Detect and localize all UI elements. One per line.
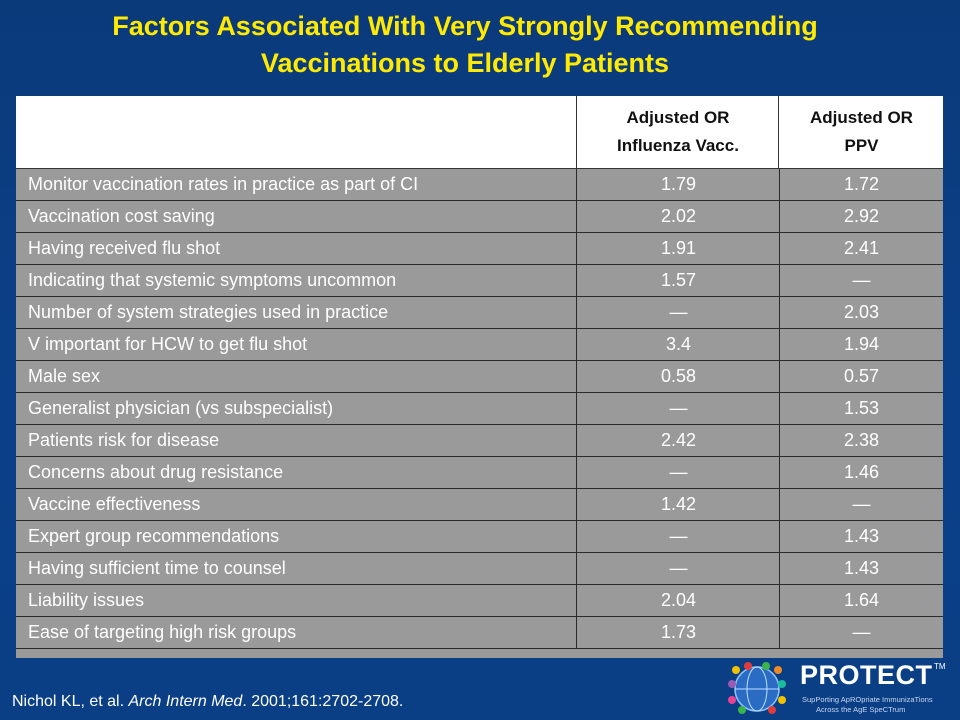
table-row: Male sex 0.58 0.57: [16, 361, 943, 393]
header-ppv-line-1: Adjusted OR: [810, 108, 913, 127]
ppv-or-cell: 2.03: [843, 302, 880, 322]
logo-tagline-2: Across the AgE SpeCTrum: [816, 705, 906, 714]
factor-cell: Having received flu shot: [16, 233, 577, 264]
table-row: V important for HCW to get flu shot 3.4 1.…: [16, 329, 943, 361]
citation-journal: Arch Intern Med: [128, 693, 243, 710]
table-row: Indicating that systemic symptoms uncomm…: [16, 265, 943, 297]
ppv-or-cell: 0.57: [843, 366, 880, 386]
ppv-or-cell: 2.92: [843, 206, 880, 226]
ppv-or-cell: 1.94: [843, 334, 880, 354]
logo-trademark: TM: [934, 662, 946, 671]
ppv-or-cell: —: [852, 270, 871, 290]
ppv-or-cell: 2.38: [843, 430, 880, 450]
table-row: Monitor vaccination rates in practice as…: [16, 169, 943, 201]
influenza-or-cell: —: [578, 521, 780, 552]
ppv-or-cell: 1.64: [843, 590, 880, 610]
factor-cell: V important for HCW to get flu shot: [16, 329, 577, 360]
header-cell-influenza: Adjusted OR Influenza Vacc.: [578, 96, 779, 168]
factor-cell: Indicating that systemic symptoms uncomm…: [16, 265, 577, 296]
title-line-1: Factors Associated With Very Strongly Re…: [112, 11, 818, 41]
influenza-or-cell: 1.79: [578, 169, 780, 200]
citation-details: . 2001;161:2702-2708.: [242, 693, 404, 710]
logo-name: PROTECT: [800, 660, 933, 690]
ppv-or-cell: 1.53: [843, 398, 880, 418]
factor-cell: Concerns about drug resistance: [16, 457, 577, 488]
table-row: Vaccination cost saving 2.02 2.92: [16, 201, 943, 233]
factor-cell: Having sufficient time to counsel: [16, 553, 577, 584]
influenza-or-cell: —: [578, 553, 780, 584]
factor-cell: Ease of targeting high risk groups: [16, 617, 577, 648]
data-table: Adjusted OR Influenza Vacc. Adjusted OR …: [16, 96, 943, 658]
factor-cell: Male sex: [16, 361, 577, 392]
ppv-or-cell: 2.41: [843, 238, 880, 258]
citation: Nichol KL, et al. Arch Intern Med. 2001;…: [12, 693, 403, 711]
ppv-or-cell: —: [852, 494, 871, 514]
influenza-or-cell: 3.4: [578, 329, 780, 360]
logo-tagline-1: SupPorting ApROpriate ImmunizaTions: [802, 695, 933, 704]
influenza-or-cell: 2.42: [578, 425, 780, 456]
citation-authors: Nichol KL, et al.: [12, 693, 129, 710]
table-row: Having received flu shot 1.91 2.41: [16, 233, 943, 265]
header-cell-ppv: Adjusted OR PPV: [780, 96, 943, 168]
ppv-or-cell: 1.72: [843, 174, 880, 194]
table-row: Liability issues 2.04 1.64: [16, 585, 943, 617]
protect-logo: PROTECT TM SupPorting ApROpriate Immuniz…: [722, 660, 952, 718]
factor-cell: Vaccination cost saving: [16, 201, 577, 232]
table-row: Number of system strategies used in prac…: [16, 297, 943, 329]
table-row: Vaccine effectiveness 1.42 —: [16, 489, 943, 521]
header-ppv-line-2: PPV: [844, 136, 879, 155]
table-row: Patients risk for disease 2.42 2.38: [16, 425, 943, 457]
table-header-row: Adjusted OR Influenza Vacc. Adjusted OR …: [16, 96, 943, 169]
ppv-or-cell: —: [852, 622, 871, 642]
factor-cell: Expert group recommendations: [16, 521, 577, 552]
slide-title: Factors Associated With Very Strongly Re…: [0, 8, 930, 82]
influenza-or-cell: 1.73: [578, 617, 780, 648]
influenza-or-cell: 2.02: [578, 201, 780, 232]
influenza-or-cell: 1.57: [578, 265, 780, 296]
influenza-or-cell: 1.91: [578, 233, 780, 264]
table-row: Ease of targeting high risk groups 1.73 —: [16, 617, 943, 649]
ppv-or-cell: 1.43: [843, 526, 880, 546]
factor-cell: Patients risk for disease: [16, 425, 577, 456]
factor-cell: Monitor vaccination rates in practice as…: [16, 169, 577, 200]
globe-logo-icon: [728, 662, 786, 714]
factor-cell: Generalist physician (vs subspecialist): [16, 393, 577, 424]
influenza-or-cell: 2.04: [578, 585, 780, 616]
header-cell-factor: [16, 96, 577, 168]
influenza-or-cell: 0.58: [578, 361, 780, 392]
table-row: Having sufficient time to counsel — 1.43: [16, 553, 943, 585]
influenza-or-cell: —: [578, 393, 780, 424]
header-influenza-line-2: Influenza Vacc.: [617, 136, 739, 155]
factor-cell: Vaccine effectiveness: [16, 489, 577, 520]
table-row: Expert group recommendations — 1.43: [16, 521, 943, 553]
ppv-or-cell: 1.43: [843, 558, 880, 578]
factor-cell: Number of system strategies used in prac…: [16, 297, 577, 328]
influenza-or-cell: —: [578, 457, 780, 488]
header-influenza-line-1: Adjusted OR: [626, 108, 730, 127]
table-row: Concerns about drug resistance — 1.46: [16, 457, 943, 489]
table-row: Generalist physician (vs subspecialist) —…: [16, 393, 943, 425]
title-line-2: Vaccinations to Elderly Patients: [260, 48, 670, 78]
influenza-or-cell: 1.42: [578, 489, 780, 520]
influenza-or-cell: —: [578, 297, 780, 328]
ppv-or-cell: 1.46: [843, 462, 880, 482]
factor-cell: Liability issues: [16, 585, 577, 616]
